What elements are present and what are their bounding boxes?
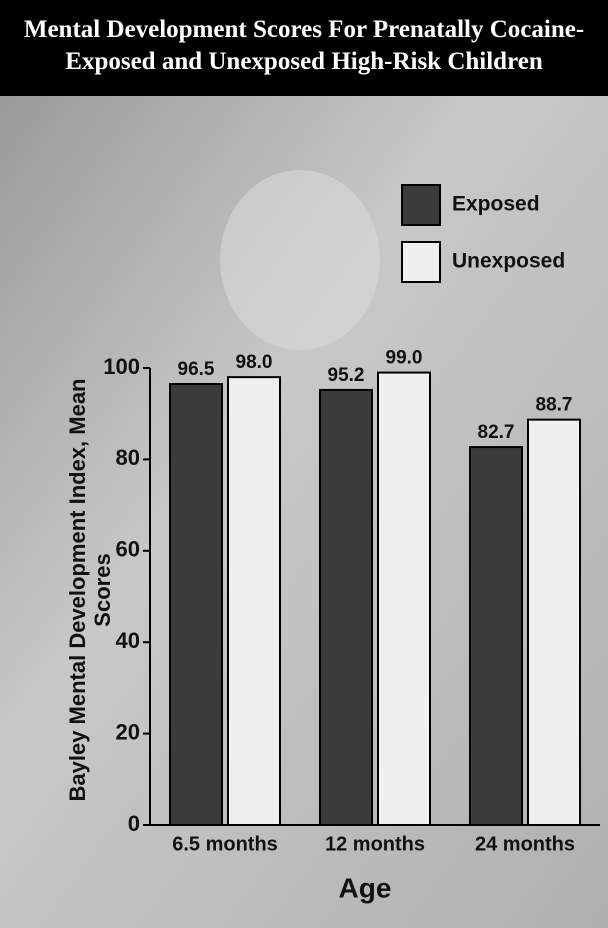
y-tick-label: 80 [116,445,140,470]
x-tick-label: 12 months [325,833,425,855]
x-axis-label: Age [339,872,392,903]
value-label: 96.5 [178,359,215,380]
value-label: 82.7 [478,422,515,443]
legend-swatch [401,241,441,283]
bar [227,376,281,826]
x-tick-label: 24 months [475,833,575,855]
bar [469,446,523,826]
bar [527,418,581,826]
legend-label: Unexposed [452,250,565,273]
x-tick-label: 6.5 months [172,833,278,855]
chart-title: Mental Development Scores For Prenatally… [0,0,608,96]
bar [169,382,223,826]
y-tick-label: 40 [116,628,140,653]
y-tick-label: 20 [116,719,140,744]
value-label: 99.0 [386,348,423,369]
value-label: 95.2 [328,365,365,386]
bar [377,371,431,826]
y-axis-label: Bayley Mental Development Index, Mean Sc… [65,378,115,802]
y-tick-label: 0 [128,811,140,836]
legend-label: Exposed [452,193,540,216]
y-tick-label: 100 [103,354,140,379]
bar [319,388,373,826]
y-tick-label: 60 [116,537,140,562]
value-label: 88.7 [536,395,573,416]
legend-swatch [401,184,441,226]
photo-figure [220,170,380,350]
value-label: 98.0 [236,352,273,373]
